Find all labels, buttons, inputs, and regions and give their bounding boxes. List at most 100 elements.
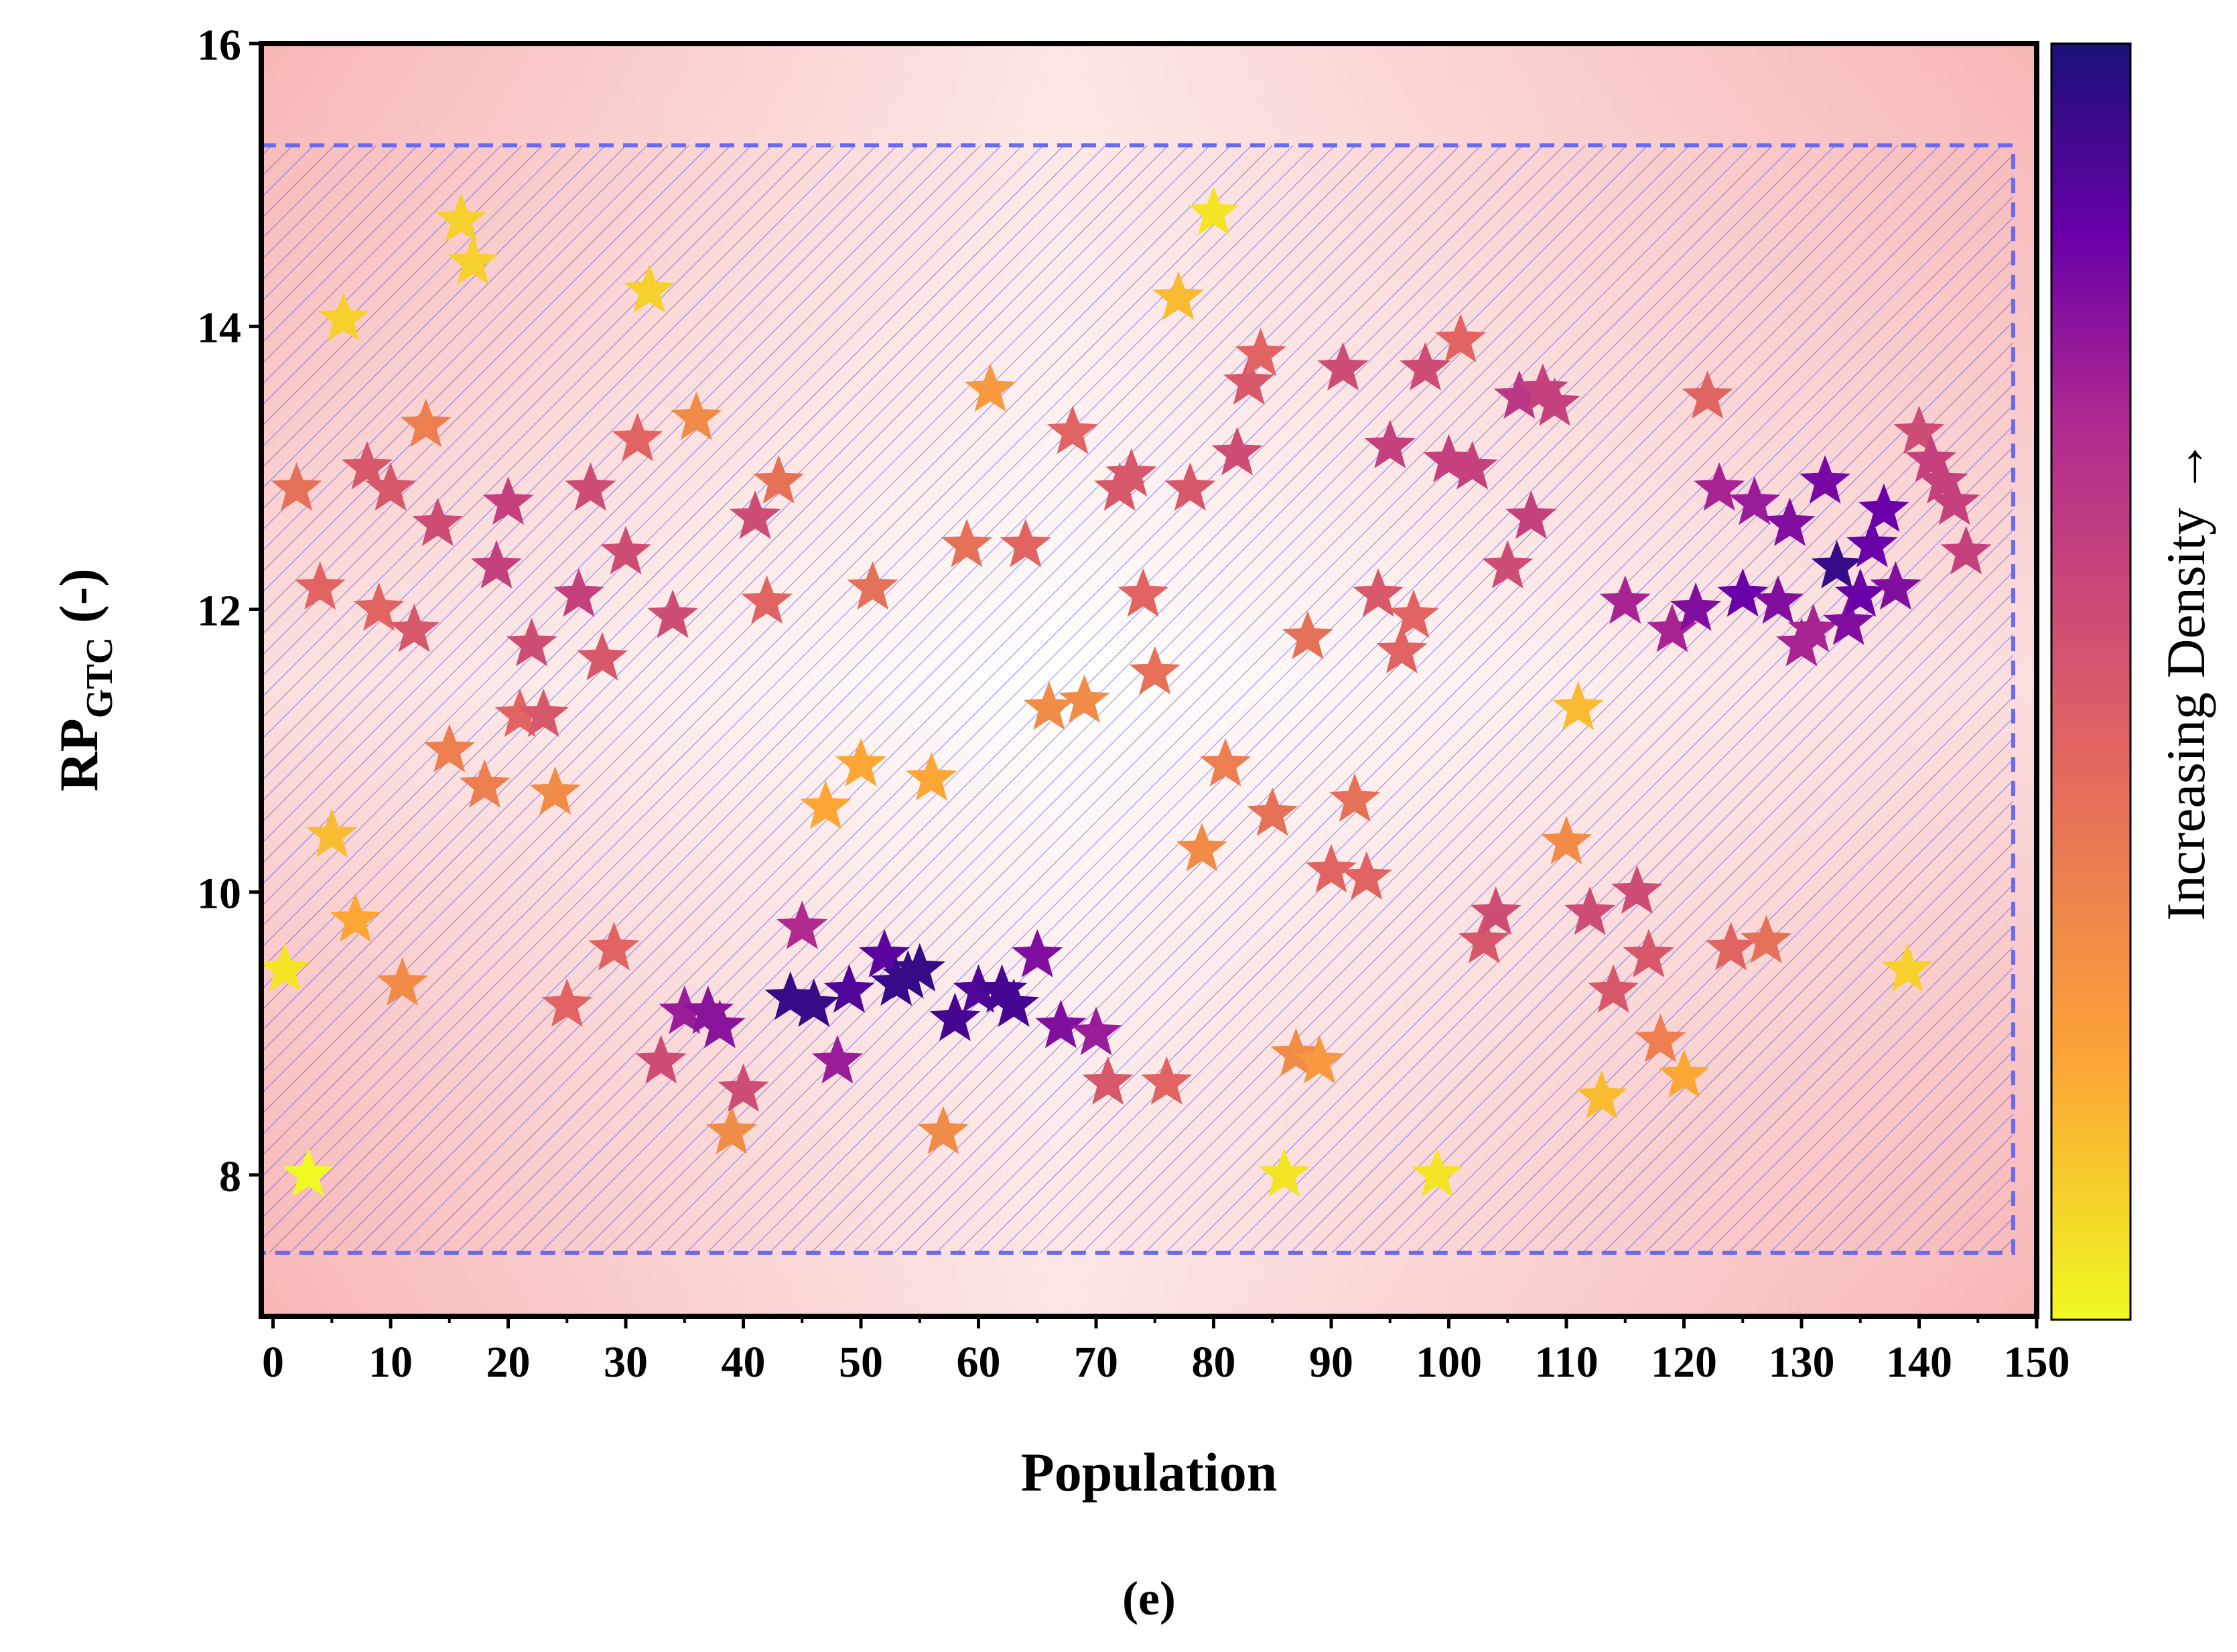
data-point-star bbox=[1834, 568, 1886, 617]
data-point-star bbox=[494, 688, 546, 738]
data-point-star bbox=[1881, 943, 1933, 992]
data-point-star bbox=[1341, 851, 1392, 900]
data-point-star bbox=[965, 363, 1016, 412]
data-point-star bbox=[1929, 476, 1980, 525]
data-point-star bbox=[1411, 1148, 1463, 1197]
y-tick-label: 8 bbox=[219, 1152, 241, 1201]
data-point-star bbox=[1400, 342, 1451, 391]
data-point-star bbox=[1846, 519, 1898, 567]
data-point-star bbox=[423, 724, 475, 772]
data-point-star bbox=[1223, 356, 1275, 405]
data-point-star bbox=[529, 766, 581, 815]
x-tick-label: 20 bbox=[486, 1338, 531, 1387]
y-axis-label-suffix: (-) bbox=[48, 568, 109, 636]
data-point-star bbox=[823, 964, 875, 1013]
data-point-star bbox=[318, 292, 369, 341]
data-point-star bbox=[576, 632, 628, 681]
y-axis-label-sub: GTC bbox=[79, 637, 121, 718]
x-tick-label: 110 bbox=[1534, 1338, 1598, 1387]
data-point-star bbox=[894, 943, 945, 992]
data-point-star bbox=[1376, 624, 1428, 674]
data-point-star bbox=[1635, 1014, 1686, 1062]
data-point-star bbox=[859, 928, 910, 977]
data-point-star bbox=[459, 759, 511, 808]
figure-caption: (e) bbox=[1122, 1572, 1176, 1625]
data-point-star bbox=[776, 900, 828, 949]
data-point-star bbox=[588, 922, 640, 971]
data-point-star bbox=[1728, 476, 1780, 525]
data-point-star bbox=[800, 780, 852, 829]
data-point-star bbox=[1000, 519, 1051, 567]
data-point-star bbox=[1317, 342, 1369, 391]
data-point-star bbox=[941, 519, 992, 567]
x-tick-label: 100 bbox=[1416, 1338, 1482, 1387]
data-point-star bbox=[1905, 433, 1957, 483]
data-point-star bbox=[283, 1148, 334, 1197]
data-point-star bbox=[976, 964, 1028, 1013]
data-point-star bbox=[612, 413, 663, 462]
data-point-star bbox=[482, 476, 534, 525]
data-point-star bbox=[1787, 604, 1839, 652]
data-point-star bbox=[447, 236, 498, 285]
x-tick-label: 10 bbox=[368, 1338, 413, 1387]
data-point-star bbox=[1940, 526, 1992, 575]
data-point-star bbox=[635, 1035, 687, 1084]
data-point-star bbox=[741, 575, 793, 624]
data-point-star bbox=[1459, 914, 1510, 963]
data-point-star bbox=[400, 399, 452, 448]
data-point-star bbox=[1893, 405, 1945, 454]
data-point-star bbox=[1423, 433, 1475, 483]
data-point-star bbox=[730, 490, 781, 539]
data-point-star bbox=[353, 582, 405, 631]
data-point-star bbox=[1270, 1028, 1322, 1077]
data-point-star bbox=[1211, 427, 1263, 476]
data-point-star bbox=[1741, 914, 1792, 963]
x-tick-label: 40 bbox=[722, 1338, 766, 1387]
data-point-star bbox=[1071, 1006, 1122, 1056]
data-point-star bbox=[365, 462, 417, 511]
data-point-star bbox=[1353, 568, 1404, 617]
y-axis-ticks: 8 10 12 14 16 bbox=[197, 21, 261, 1201]
data-point-star bbox=[1235, 328, 1286, 376]
data-point-star bbox=[988, 978, 1040, 1027]
x-tick-label: 120 bbox=[1651, 1338, 1717, 1387]
data-point-star bbox=[1023, 681, 1075, 730]
x-tick-label: 80 bbox=[1192, 1338, 1236, 1387]
data-point-star bbox=[1435, 314, 1487, 362]
data-point-star bbox=[541, 978, 593, 1027]
data-point-star bbox=[753, 455, 805, 504]
data-point-star bbox=[624, 264, 675, 313]
data-point-star bbox=[1282, 610, 1333, 659]
data-point-star bbox=[600, 526, 652, 575]
data-point-star bbox=[1670, 582, 1722, 631]
data-point-star bbox=[1917, 455, 1968, 504]
x-tick-label: 50 bbox=[839, 1338, 883, 1387]
data-point-star bbox=[671, 391, 722, 440]
x-tick-label: 150 bbox=[2004, 1338, 2070, 1387]
x-tick-label: 70 bbox=[1074, 1338, 1118, 1387]
data-point-star bbox=[882, 950, 934, 999]
x-axis-ticks: 0 10 20 30 40 50 60 70 80 90 100 110 120 130 140 150 bbox=[262, 1316, 2070, 1387]
data-point-star bbox=[389, 604, 440, 652]
y-tick-label: 14 bbox=[197, 303, 241, 352]
data-point-star bbox=[1446, 441, 1498, 490]
data-point-star bbox=[1247, 787, 1298, 836]
y-tick-label: 16 bbox=[197, 21, 241, 70]
data-point-star bbox=[1505, 490, 1557, 539]
data-point-star bbox=[870, 957, 922, 1006]
y-tick-label: 10 bbox=[197, 870, 241, 918]
data-point-star bbox=[1105, 448, 1157, 497]
data-point-star bbox=[1517, 363, 1568, 412]
data-point-star bbox=[259, 943, 311, 992]
data-point-star bbox=[1329, 773, 1381, 822]
data-point-star bbox=[1129, 646, 1180, 695]
data-point-star bbox=[271, 462, 322, 511]
data-point-star bbox=[1541, 815, 1592, 865]
data-point-star bbox=[1588, 964, 1639, 1013]
data-point-star bbox=[835, 738, 887, 786]
data-point-star bbox=[1306, 844, 1357, 893]
data-point-star bbox=[1152, 271, 1204, 320]
data-point-star bbox=[1800, 455, 1851, 504]
data-point-star bbox=[1611, 865, 1663, 914]
